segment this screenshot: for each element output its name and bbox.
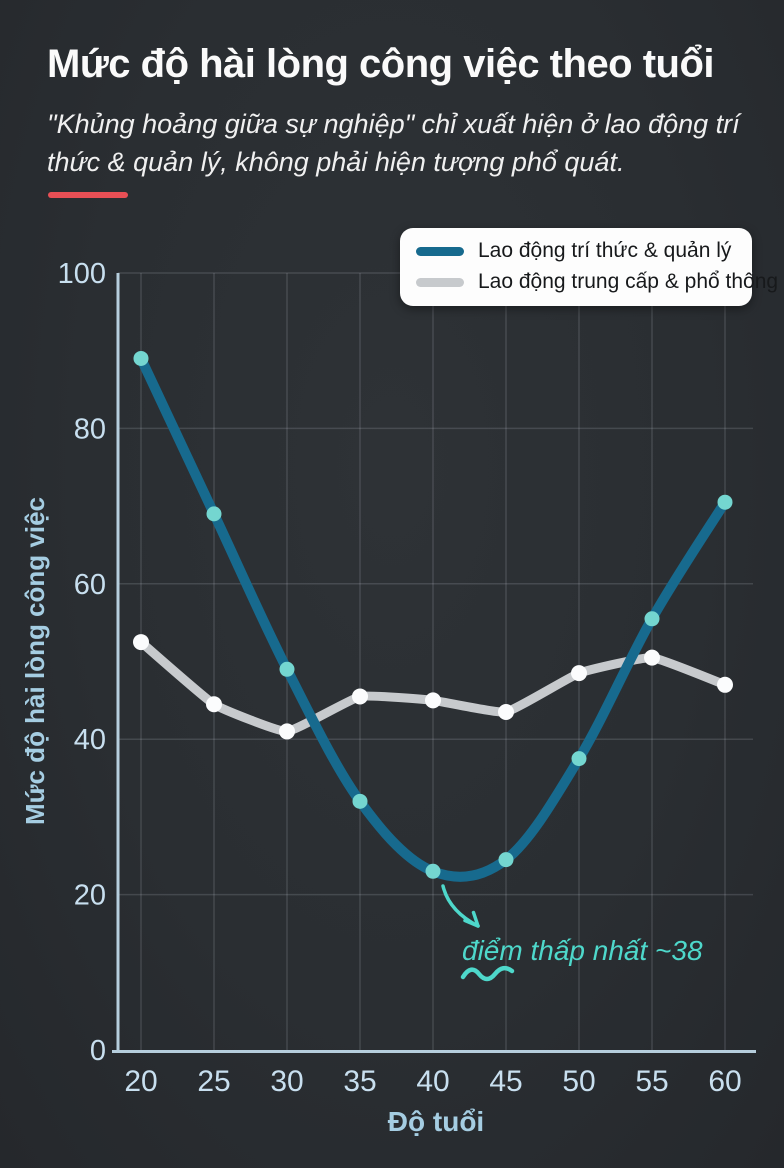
legend-item-knowledge-workers: Lao động trí thức & quản lý bbox=[416, 239, 736, 263]
data-point bbox=[425, 863, 441, 879]
data-point bbox=[425, 692, 441, 709]
y-tick-label: 100 bbox=[58, 258, 106, 290]
annotation-squiggle bbox=[460, 965, 515, 982]
annotation-arrow bbox=[441, 884, 480, 928]
data-point bbox=[279, 723, 295, 740]
page-title: Mức độ hài lòng công việc theo tuổi bbox=[47, 42, 715, 86]
x-tick-label: 45 bbox=[489, 1065, 522, 1098]
data-point bbox=[352, 688, 368, 705]
data-point bbox=[133, 634, 149, 651]
data-point bbox=[206, 696, 222, 713]
x-tick-label: 60 bbox=[708, 1065, 741, 1098]
data-point bbox=[644, 611, 660, 627]
legend-item-general-workers: Lao động trung cấp & phổ thông bbox=[416, 270, 778, 294]
x-tick-label: 30 bbox=[270, 1065, 303, 1098]
chart-legend: Lao động trí thức & quản lý Lao động tru… bbox=[400, 228, 778, 306]
accent-divider bbox=[48, 192, 128, 198]
x-tick-label: 25 bbox=[197, 1065, 230, 1098]
annotation-arrowhead bbox=[463, 910, 480, 928]
y-tick-label: 0 bbox=[90, 1035, 106, 1067]
annotation-text: điểm thấp nhất ~38 bbox=[462, 935, 703, 966]
data-point bbox=[717, 676, 733, 693]
x-tick-label: 40 bbox=[416, 1065, 449, 1098]
chart-area: 0 20 40 60 80 100 20 25 30 35 40 45 50 55 60 Mức độ hài… bbox=[0, 220, 784, 1168]
series-points bbox=[133, 634, 733, 740]
data-point bbox=[571, 665, 587, 682]
data-point bbox=[352, 793, 368, 809]
x-tick-label: 35 bbox=[343, 1065, 376, 1098]
y-tick-label: 40 bbox=[74, 724, 106, 756]
data-point bbox=[206, 506, 222, 522]
data-point bbox=[717, 494, 733, 510]
series-line bbox=[136, 353, 730, 882]
legend-swatch-blue bbox=[416, 246, 464, 256]
x-tick-label: 50 bbox=[562, 1065, 595, 1098]
annotation-lowest-point: điểm thấp nhất ~38 bbox=[441, 884, 703, 982]
axes bbox=[112, 273, 756, 1053]
series-points bbox=[133, 350, 733, 879]
satisfaction-line-chart: 0 20 40 60 80 100 20 25 30 35 40 45 50 55 60 Mức độ hài… bbox=[20, 258, 756, 1137]
tick-labels: 0 20 40 60 80 100 20 25 30 35 40 45 50 55 60 bbox=[58, 258, 742, 1098]
x-axis-title: Độ tuổi bbox=[388, 1106, 484, 1137]
x-tick-label: 20 bbox=[124, 1065, 157, 1098]
y-axis-title: Mức độ hài lòng công việc bbox=[20, 497, 50, 825]
legend-label: Lao động trung cấp & phổ thông bbox=[478, 270, 779, 293]
data-point bbox=[571, 751, 587, 767]
legend-label: Lao động trí thức & quản lý bbox=[478, 239, 732, 262]
page-subtitle: "Khủng hoảng giữa sự nghiệp" chỉ xuất hi… bbox=[47, 109, 740, 178]
data-point bbox=[279, 661, 295, 677]
y-tick-label: 20 bbox=[74, 880, 106, 912]
data-point bbox=[644, 649, 660, 666]
data-point bbox=[133, 350, 149, 366]
legend-swatch-gray bbox=[416, 277, 464, 287]
y-tick-label: 80 bbox=[74, 413, 106, 445]
data-point bbox=[498, 704, 514, 721]
x-tick-label: 55 bbox=[635, 1065, 668, 1098]
data-point bbox=[498, 852, 514, 868]
y-tick-label: 60 bbox=[74, 569, 106, 601]
